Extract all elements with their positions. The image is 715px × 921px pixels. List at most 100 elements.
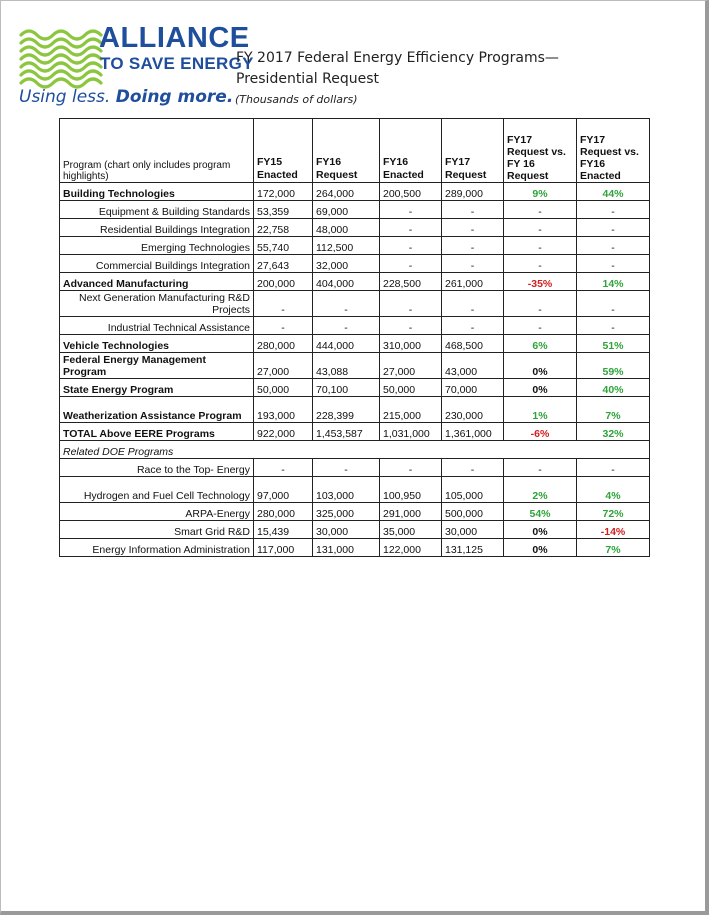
value-cell-fy15: 22,758 [253, 218, 313, 237]
percent-cell-vs-req: 0% [503, 538, 577, 557]
table-row: ARPA-Energy 280,000 325,000 291,000 500,000 5… [59, 502, 650, 521]
value-cell-fy17req: 261,000 [441, 272, 504, 291]
value-cell-fy15: 27,643 [253, 254, 313, 273]
header-row: Program (chart only includes program hig… [59, 118, 650, 183]
header-program: Program (chart only includes program hig… [59, 118, 254, 183]
value-cell-fy15: - [253, 290, 313, 317]
header-fy15: FY15 Enacted [253, 118, 313, 183]
percent-cell-vs-en: 40% [576, 378, 650, 397]
percent-cell-vs-en: - [576, 254, 650, 273]
percent-cell-vs-req: 0% [503, 378, 577, 397]
program-name-cell: Federal Energy Management Program [59, 352, 254, 379]
percent-cell-vs-req: 2% [503, 476, 577, 503]
value-cell-fy17req: - [441, 200, 504, 219]
percent-cell-vs-en: 4% [576, 476, 650, 503]
value-cell-fy16req: 228,399 [312, 396, 380, 423]
value-cell-fy17req: 230,000 [441, 396, 504, 423]
value-cell-fy16req: 264,000 [312, 182, 380, 201]
value-cell-fy17req: - [441, 458, 504, 477]
units-note: (Thousands of dollars) [235, 93, 358, 106]
value-cell-fy17req: 131,125 [441, 538, 504, 557]
value-cell-fy16req: 1,453,587 [312, 422, 380, 441]
value-cell-fy15: 172,000 [253, 182, 313, 201]
brand-tagline: Using less. Doing more. [19, 87, 233, 107]
table-row: Race to the Top- Energy - - - - - - [59, 458, 650, 477]
percent-cell-vs-req: - [503, 200, 577, 219]
value-cell-fy15: 50,000 [253, 378, 313, 397]
program-name-cell: Residential Buildings Integration [59, 218, 254, 237]
percent-cell-vs-en: 44% [576, 182, 650, 201]
value-cell-fy16en: 27,000 [379, 352, 442, 379]
value-cell-fy16req: 103,000 [312, 476, 380, 503]
table-row: Next Generation Manufacturing R&D Projec… [59, 290, 650, 317]
value-cell-fy15: 15,439 [253, 520, 313, 539]
percent-cell-vs-en: - [576, 236, 650, 255]
program-name-cell: Smart Grid R&D [59, 520, 254, 539]
percent-cell-vs-en: - [576, 458, 650, 477]
program-name-cell: Equipment & Building Standards [59, 200, 254, 219]
percent-cell-vs-req: -6% [503, 422, 577, 441]
table-row: Hydrogen and Fuel Cell Technology 97,000 1… [59, 476, 650, 503]
value-cell-fy16req: - [312, 290, 380, 317]
value-cell-fy16req: - [312, 316, 380, 335]
value-cell-fy16req: 444,000 [312, 334, 380, 353]
value-cell-fy16en: 291,000 [379, 502, 442, 521]
table-row: Federal Energy Management Program 27,000 4… [59, 352, 650, 379]
table-row: Related DOE Programs [59, 440, 650, 459]
percent-cell-vs-req: 0% [503, 520, 577, 539]
table-row: Energy Information Administration 117,000… [59, 538, 650, 557]
value-cell-fy15: 55,740 [253, 236, 313, 255]
value-cell-fy15: - [253, 458, 313, 477]
value-cell-fy15: 27,000 [253, 352, 313, 379]
table-row: Residential Buildings Integration 22,758 4… [59, 218, 650, 237]
table-row: Weatherization Assistance Program 193,000… [59, 396, 650, 423]
table-row: State Energy Program 50,000 70,100 50,000 70… [59, 378, 650, 397]
table-row: Building Technologies 172,000 264,000 200,5… [59, 182, 650, 201]
program-name-cell: Next Generation Manufacturing R&D Projec… [59, 290, 254, 317]
value-cell-fy16en: 200,500 [379, 182, 442, 201]
value-cell-fy16req: 325,000 [312, 502, 380, 521]
percent-cell-vs-en: 7% [576, 538, 650, 557]
value-cell-fy17req: - [441, 218, 504, 237]
program-name-cell: Race to the Top- Energy [59, 458, 254, 477]
alliance-logo-waves-icon [19, 29, 103, 89]
value-cell-fy16en: - [379, 316, 442, 335]
header-fy16-enacted: FY16 Enacted [379, 118, 442, 183]
value-cell-fy16req: 112,500 [312, 236, 380, 255]
value-cell-fy17req: 468,500 [441, 334, 504, 353]
value-cell-fy16req: 69,000 [312, 200, 380, 219]
value-cell-fy16en: - [379, 290, 442, 317]
percent-cell-vs-en: - [576, 200, 650, 219]
percent-cell-vs-req: - [503, 218, 577, 237]
brand-name-line2: TO SAVE ENERGY [100, 54, 254, 73]
value-cell-fy15: 280,000 [253, 502, 313, 521]
program-name-cell: Energy Information Administration [59, 538, 254, 557]
table-row: Vehicle Technologies 280,000 444,000 310,00… [59, 334, 650, 353]
header-fy17-request: FY17 Request [441, 118, 504, 183]
percent-cell-vs-en: 32% [576, 422, 650, 441]
program-name-cell: Weatherization Assistance Program [59, 396, 254, 423]
value-cell-fy16en: 50,000 [379, 378, 442, 397]
brand-name-line1: ALLIANCE [99, 22, 250, 54]
value-cell-fy16en: - [379, 200, 442, 219]
program-name-cell: Hydrogen and Fuel Cell Technology [59, 476, 254, 503]
table-row: Commercial Buildings Integration 27,643 32… [59, 254, 650, 273]
percent-cell-vs-en: 72% [576, 502, 650, 521]
value-cell-fy17req: - [441, 290, 504, 317]
header-vs-fy16-request: FY17 Request vs. FY 16 Request [503, 118, 577, 183]
value-cell-fy15: 193,000 [253, 396, 313, 423]
percent-cell-vs-req: - [503, 316, 577, 335]
value-cell-fy17req: - [441, 236, 504, 255]
header-vs-fy16-enacted: FY17 Request vs. FY16 Enacted [576, 118, 650, 183]
value-cell-fy17req: 30,000 [441, 520, 504, 539]
value-cell-fy17req: 1,361,000 [441, 422, 504, 441]
value-cell-fy16req: 43,088 [312, 352, 380, 379]
value-cell-fy16req: - [312, 458, 380, 477]
budget-table: Program (chart only includes program hig… [59, 118, 650, 557]
value-cell-fy17req: 500,000 [441, 502, 504, 521]
program-name-cell: Advanced Manufacturing [59, 272, 254, 291]
value-cell-fy16en: 215,000 [379, 396, 442, 423]
program-name-cell: ARPA-Energy [59, 502, 254, 521]
percent-cell-vs-en: 14% [576, 272, 650, 291]
title-line-2: Presidential Request [236, 71, 379, 87]
